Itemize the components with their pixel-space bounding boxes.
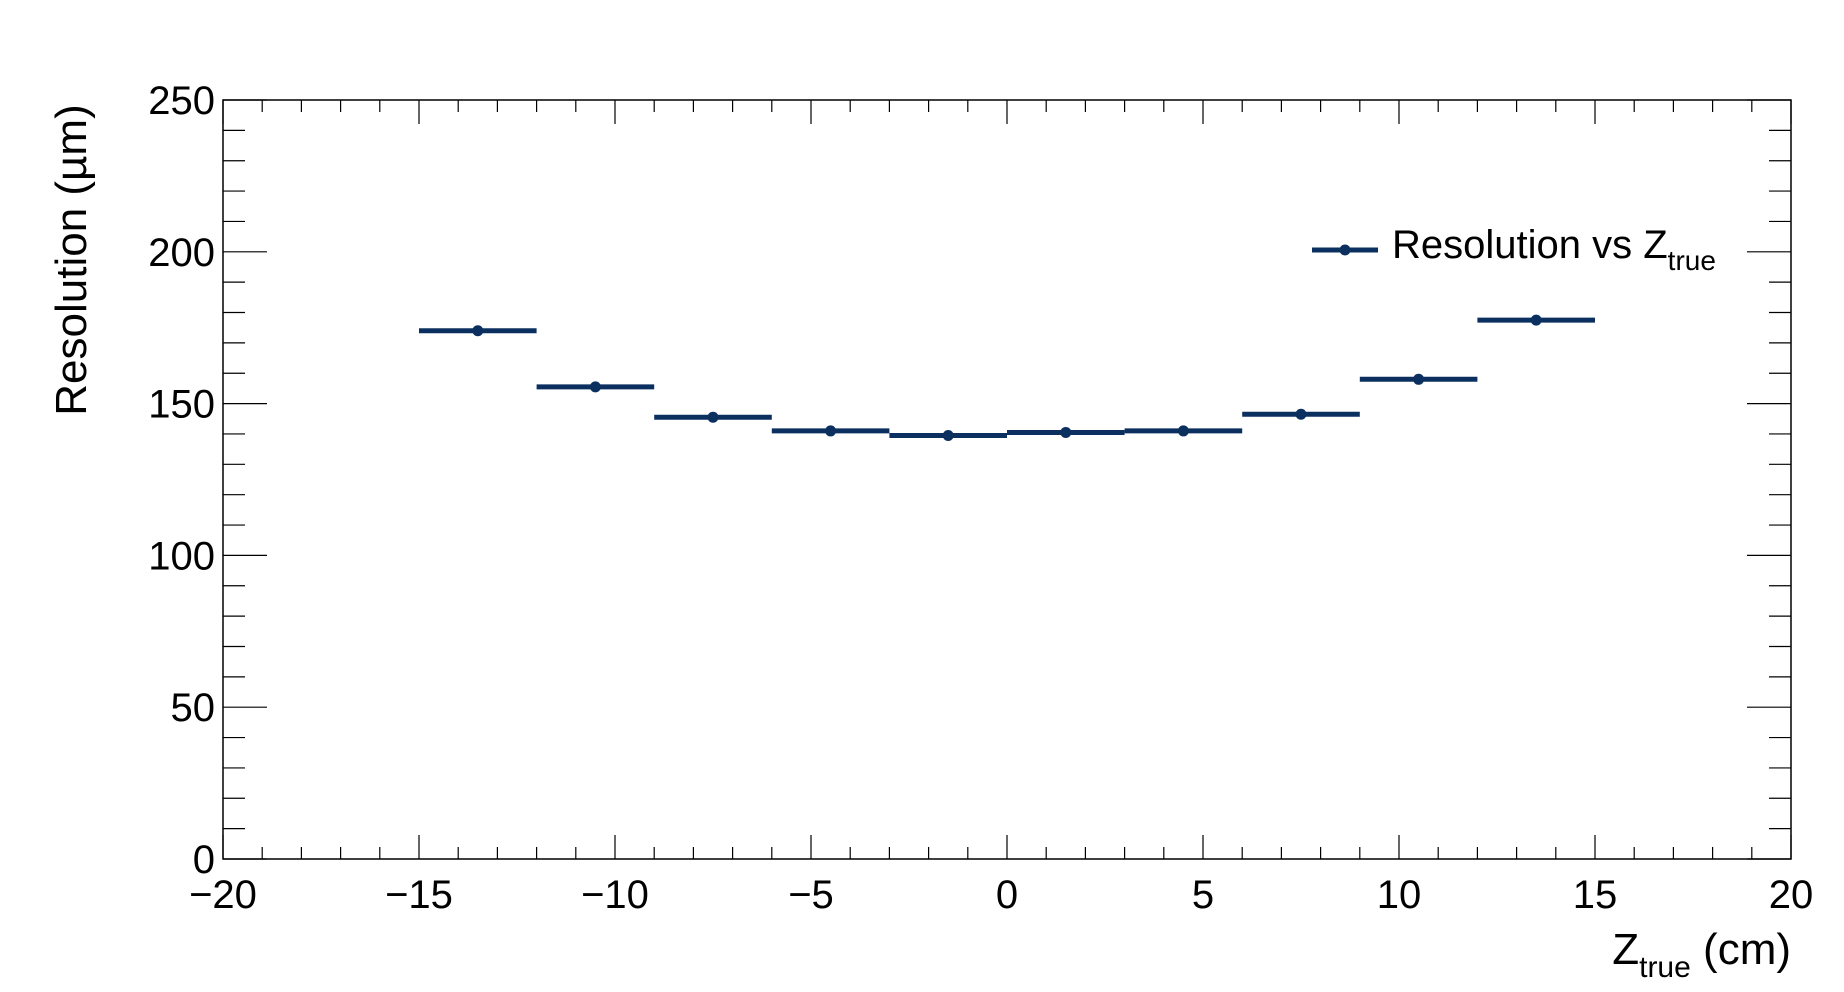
x-tick-label: −10: [581, 873, 649, 917]
series: [419, 314, 1595, 441]
data-series: [419, 314, 1595, 441]
data-point: [1413, 373, 1425, 385]
legend-label-sub: true: [1668, 245, 1716, 276]
y-tick-label: 200: [148, 231, 215, 275]
data-point: [1295, 408, 1307, 420]
legend: Resolution vs Ztrue: [1312, 223, 1716, 276]
x-axis-label-sub: true: [1639, 951, 1691, 984]
x-tick-label: 10: [1377, 873, 1422, 917]
x-tick-label: 15: [1573, 873, 1618, 917]
data-point: [1060, 426, 1072, 438]
legend-label-main: Resolution vs Z: [1392, 223, 1668, 267]
data-point: [707, 411, 719, 423]
data-point: [825, 425, 837, 437]
x-tick-label: 20: [1769, 873, 1814, 917]
plot-frame: [222, 99, 1792, 860]
x-axis-label-unit: (cm): [1691, 925, 1791, 974]
y-tick-label: 0: [193, 838, 215, 882]
data-point: [1530, 314, 1542, 326]
x-axis-label-main: Z: [1612, 925, 1639, 974]
data-point: [942, 429, 954, 441]
x-tick-label: −5: [788, 873, 834, 917]
data-point: [589, 381, 601, 393]
y-tick-label: 150: [148, 383, 215, 427]
y-axis-label: Resolution (µm): [47, 104, 96, 415]
axis-ticks: [222, 99, 1792, 860]
legend-label: Resolution vs Ztrue: [1392, 223, 1716, 276]
y-tick-label: 100: [148, 534, 215, 578]
legend-marker: [1339, 244, 1351, 256]
y-tick-label: 50: [171, 686, 216, 730]
data-point: [1177, 425, 1189, 437]
x-tick-label: 0: [996, 873, 1018, 917]
data-point: [472, 325, 484, 337]
y-tick-label: 250: [148, 79, 215, 123]
x-tick-label: −15: [385, 873, 453, 917]
x-tick-label: 5: [1192, 873, 1214, 917]
x-tick-label: −20: [189, 873, 257, 917]
x-axis-label: Ztrue (cm): [1612, 925, 1791, 984]
